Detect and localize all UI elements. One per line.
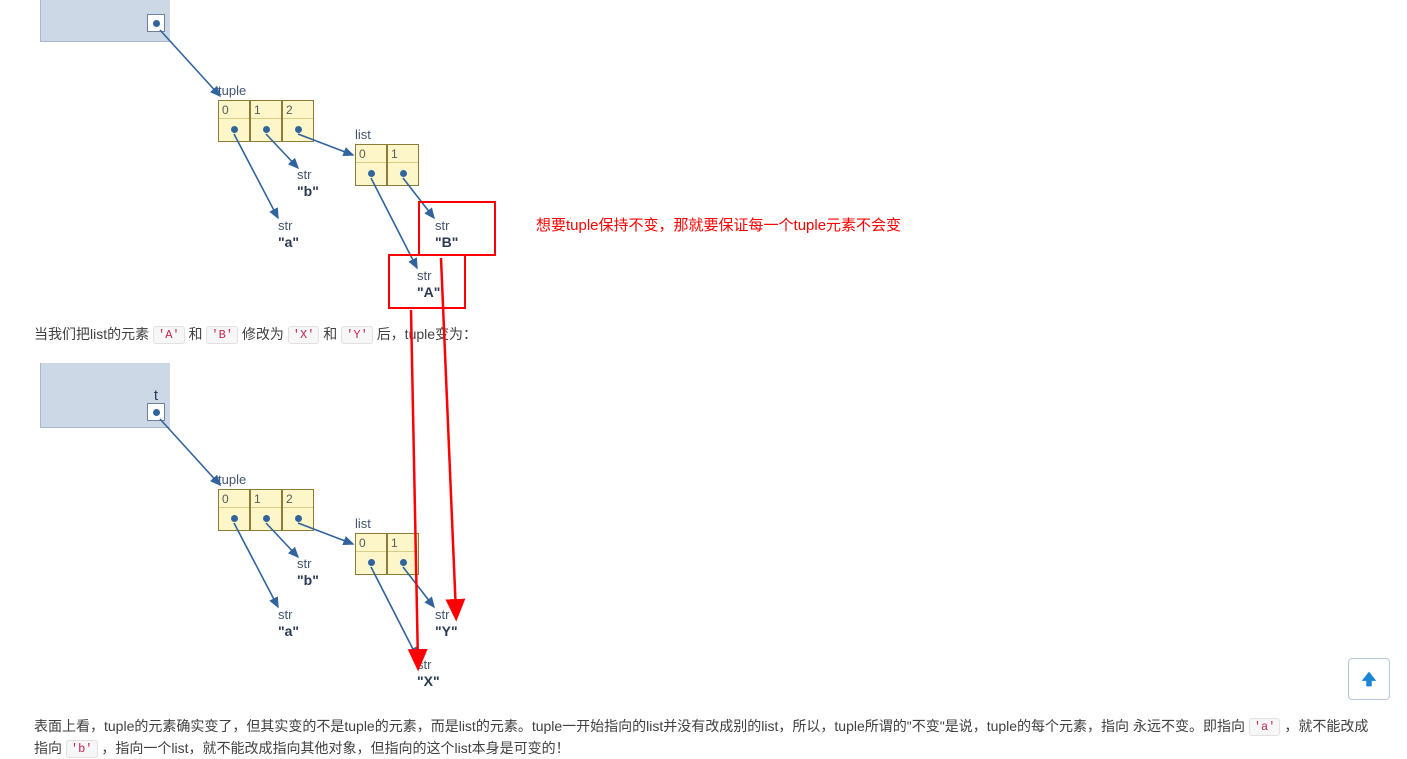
bp-line1a: 表面上看，tuple的元素确实变了，但其实变的不是tuple的元素，而是list… — [34, 718, 1129, 734]
cell-index: 0 — [356, 534, 386, 552]
mt-code-X: 'X' — [288, 326, 320, 344]
red-highlight-box-B — [418, 201, 496, 256]
dot-icon — [400, 559, 407, 566]
red-annotation-text: 想要tuple保持不变，那就要保证每一个tuple元素不会变 — [536, 214, 901, 235]
d2-t-dot-box — [147, 403, 165, 421]
arrow-up-icon — [1358, 668, 1380, 690]
d2-str-b-label: str — [297, 556, 311, 571]
mt-mid1: 和 — [189, 326, 203, 342]
bp-code-b: 'b' — [66, 740, 98, 758]
cell-index: 0 — [219, 101, 249, 119]
d2-str-Y-value: "Y" — [435, 623, 458, 639]
dot-icon — [263, 126, 270, 133]
d2-str-Y-label: str — [435, 607, 449, 622]
d2-str-X-value: "X" — [417, 673, 440, 689]
bottom-paragraph: 表面上看，tuple的元素确实变了，但其实变的不是tuple的元素，而是list… — [34, 715, 1374, 759]
cell-index: 2 — [283, 490, 313, 508]
d2-list-label: list — [355, 516, 371, 531]
diagram-stage: t tuple 0 1 2 list 0 1 str "b" str "a" s… — [0, 0, 1407, 757]
d1-arrows — [0, 0, 1407, 360]
d1-tuple-cell-1: 1 — [250, 100, 282, 142]
cell-index: 1 — [388, 534, 418, 552]
d2-str-a-value: "a" — [278, 623, 299, 639]
d1-list-cell-1: 1 — [387, 144, 419, 186]
d2-tuple-label: tuple — [218, 472, 246, 487]
mt-suffix: 后，tuple变为： — [377, 326, 477, 342]
d2-tuple-cell-1: 1 — [250, 489, 282, 531]
d2-tuple-cell-2: 2 — [282, 489, 314, 531]
dot-icon — [295, 126, 302, 133]
d1-list-label: list — [355, 127, 371, 142]
d2-list-cell-0: 0 — [355, 533, 387, 575]
middle-text-line: 当我们把list的元素 'A' 和 'B' 修改为 'X' 和 'Y' 后，tu… — [34, 324, 477, 344]
dot-icon — [368, 559, 375, 566]
d2-arrows — [0, 0, 1407, 757]
mt-prefix: 当我们把list的元素 — [34, 326, 149, 342]
d2-str-a-label: str — [278, 607, 292, 622]
d1-list-cell-0: 0 — [355, 144, 387, 186]
dot-icon — [153, 20, 160, 27]
dot-icon — [400, 170, 407, 177]
cell-index: 0 — [219, 490, 249, 508]
d1-str-b-value: "b" — [297, 183, 319, 199]
dot-icon — [231, 515, 238, 522]
red-highlight-box-A — [388, 254, 466, 309]
dot-icon — [368, 170, 375, 177]
d2-str-b-value: "b" — [297, 572, 319, 588]
cell-index: 1 — [251, 101, 281, 119]
d2-tuple-cell-0: 0 — [218, 489, 250, 531]
dot-icon — [263, 515, 270, 522]
bp-line2a: 永远不变。即指向 — [1133, 718, 1245, 734]
cell-index: 1 — [388, 145, 418, 163]
dot-icon — [295, 515, 302, 522]
mt-code-Y: 'Y' — [341, 326, 373, 344]
d1-t-dot-box — [147, 14, 165, 32]
mt-mid2: 修改为 — [242, 326, 284, 342]
d1-tuple-cell-2: 2 — [282, 100, 314, 142]
cell-index: 0 — [356, 145, 386, 163]
d1-tuple-label: tuple — [218, 83, 246, 98]
bp-code-a: 'a' — [1249, 718, 1281, 736]
d2-list-cell-1: 1 — [387, 533, 419, 575]
mt-mid3: 和 — [323, 326, 337, 342]
cell-index: 2 — [283, 101, 313, 119]
cell-index: 1 — [251, 490, 281, 508]
d1-str-b-label: str — [297, 167, 311, 182]
d2-str-X-label: str — [417, 657, 431, 672]
bp-line2c: ，指向一个list，就不能改成指向其他对象，但指向的这个list本身是可变的！ — [101, 740, 569, 756]
scroll-to-top-button[interactable] — [1348, 658, 1390, 700]
d1-tuple-cell-0: 0 — [218, 100, 250, 142]
dot-icon — [231, 126, 238, 133]
d1-str-a-label: str — [278, 218, 292, 233]
dot-icon — [153, 409, 160, 416]
mt-code-A: 'A' — [153, 326, 185, 344]
mt-code-B: 'B' — [206, 326, 238, 344]
d2-t-label: t — [154, 387, 158, 404]
d1-str-a-value: "a" — [278, 234, 299, 250]
